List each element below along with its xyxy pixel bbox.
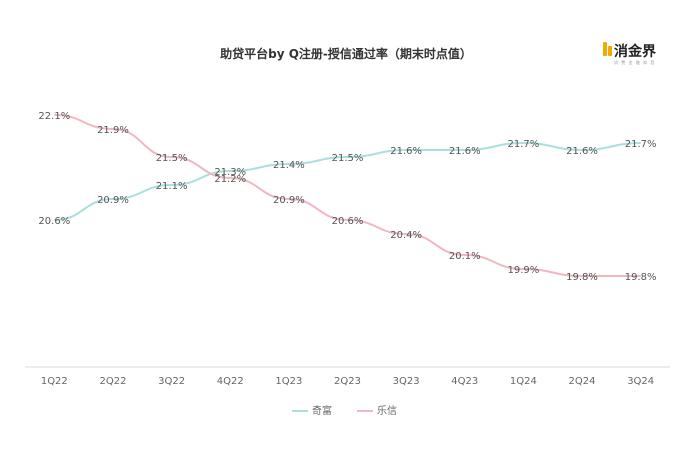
data-label: 21.3% xyxy=(214,167,246,178)
series-line-1 xyxy=(54,141,641,221)
data-label: 21.5% xyxy=(156,153,188,164)
x-tick-label: 1Q23 xyxy=(275,376,302,387)
data-label: 19.9% xyxy=(508,265,540,276)
x-tick-label: 3Q22 xyxy=(158,376,185,387)
data-label: 21.2% xyxy=(214,174,246,185)
data-label: 20.4% xyxy=(390,230,422,241)
legend: 奇富 乐信 xyxy=(292,404,397,417)
data-label: 21.4% xyxy=(273,160,305,171)
data-label: 20.6% xyxy=(38,216,70,227)
logo-mark-right xyxy=(608,46,612,56)
x-tick-label: 2Q24 xyxy=(569,376,596,387)
x-tick-label: 2Q22 xyxy=(99,376,126,387)
data-label: 20.1% xyxy=(449,251,481,262)
data-label: 20.9% xyxy=(273,195,305,206)
data-label: 21.6% xyxy=(566,146,598,157)
data-label: 21.9% xyxy=(97,125,129,136)
data-label: 20.9% xyxy=(97,195,129,206)
chart-title: 助贷平台by Q注册-授信通过率（期末时点值） xyxy=(220,46,472,61)
data-label: 20.6% xyxy=(332,216,364,227)
legend-label: 奇富 xyxy=(312,404,332,417)
data-labels: 20.6% 20.9% 21.1% 21.3% 21.4% 21.5% 21.6% 21.6%… xyxy=(38,111,656,283)
data-label: 21.6% xyxy=(390,146,422,157)
x-tick-label: 2Q23 xyxy=(334,376,361,387)
legend-label: 乐信 xyxy=(377,405,397,417)
brand-logo: 消金界 消 费 金 融 知 音 xyxy=(603,42,657,65)
x-tick-label: 4Q23 xyxy=(451,376,478,387)
x-axis: 1Q22 2Q22 3Q22 4Q22 1Q23 2Q23 3Q23 4Q23 1Q24 2Q24… xyxy=(25,366,670,387)
data-label: 19.8% xyxy=(566,272,598,283)
data-label: 21.6% xyxy=(449,146,481,157)
series-layer xyxy=(54,114,641,277)
data-label: 22.1% xyxy=(38,111,70,122)
x-tick-label: 1Q22 xyxy=(41,376,68,387)
x-tick-label: 3Q23 xyxy=(393,376,420,387)
x-tick-label: 1Q24 xyxy=(510,376,537,387)
logo-text: 消金界 xyxy=(614,43,657,60)
series-line-2 xyxy=(54,114,641,277)
data-label: 19.8% xyxy=(625,272,657,283)
x-tick-label: 4Q22 xyxy=(217,376,244,387)
data-label: 21.1% xyxy=(156,181,188,192)
logo-subtext: 消 费 金 融 知 音 xyxy=(614,59,655,65)
logo-mark-left xyxy=(603,42,607,56)
data-label: 21.7% xyxy=(625,139,657,150)
data-label: 21.5% xyxy=(332,153,364,164)
x-tick-label: 3Q24 xyxy=(627,376,654,387)
data-label: 21.7% xyxy=(508,139,540,150)
